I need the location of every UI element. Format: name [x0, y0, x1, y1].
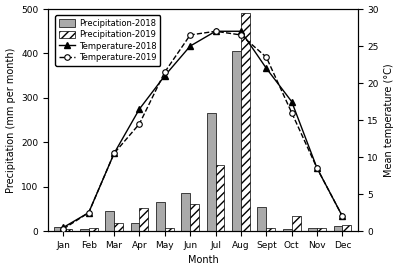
Temperature-2019: [315, 167, 320, 170]
Line: Temperature-2019: Temperature-2019: [60, 28, 345, 232]
Bar: [292, 216, 300, 231]
Bar: [207, 114, 216, 231]
Bar: [156, 202, 165, 231]
Bar: [80, 229, 89, 231]
Temperature-2018: [289, 100, 294, 103]
Temperature-2019: [112, 152, 116, 155]
Y-axis label: Mean temperature (°C): Mean temperature (°C): [384, 63, 394, 177]
Temperature-2019: [162, 70, 167, 74]
Bar: [232, 51, 241, 231]
Temperature-2018: [86, 211, 91, 214]
Temperature-2018: [340, 215, 345, 218]
Bar: [114, 223, 123, 231]
Temperature-2018: [264, 67, 269, 70]
Bar: [190, 204, 199, 231]
Temperature-2019: [188, 33, 192, 37]
Temperature-2018: [238, 30, 243, 33]
Temperature-2018: [188, 44, 192, 48]
Temperature-2019: [289, 111, 294, 114]
Bar: [105, 211, 114, 231]
Temperature-2019: [137, 122, 142, 125]
Bar: [130, 223, 140, 231]
Temperature-2019: [61, 227, 66, 231]
Line: Temperature-2018: Temperature-2018: [60, 28, 345, 230]
Bar: [342, 224, 351, 231]
Bar: [54, 227, 63, 231]
Legend: Precipitation-2018, Precipitation-2019, Temperature-2018, Temperature-2019: Precipitation-2018, Precipitation-2019, …: [55, 15, 160, 66]
Bar: [140, 208, 148, 231]
Bar: [266, 228, 275, 231]
Temperature-2018: [315, 167, 320, 170]
Temperature-2019: [213, 30, 218, 33]
Bar: [89, 228, 98, 231]
Bar: [241, 14, 250, 231]
Bar: [216, 164, 224, 231]
Temperature-2019: [264, 56, 269, 59]
Bar: [334, 226, 342, 231]
Temperature-2018: [137, 107, 142, 111]
Temperature-2018: [61, 226, 66, 229]
Bar: [63, 229, 72, 231]
Bar: [258, 207, 266, 231]
Temperature-2018: [213, 30, 218, 33]
Temperature-2018: [112, 152, 116, 155]
Temperature-2019: [238, 33, 243, 37]
Bar: [181, 193, 190, 231]
Bar: [308, 228, 317, 231]
Y-axis label: Precipitation (mm per month): Precipitation (mm per month): [6, 47, 16, 193]
Bar: [283, 229, 292, 231]
X-axis label: Month: Month: [188, 256, 218, 265]
Temperature-2019: [86, 211, 91, 214]
Bar: [165, 228, 174, 231]
Temperature-2019: [340, 215, 345, 218]
Bar: [317, 228, 326, 231]
Temperature-2018: [162, 74, 167, 77]
